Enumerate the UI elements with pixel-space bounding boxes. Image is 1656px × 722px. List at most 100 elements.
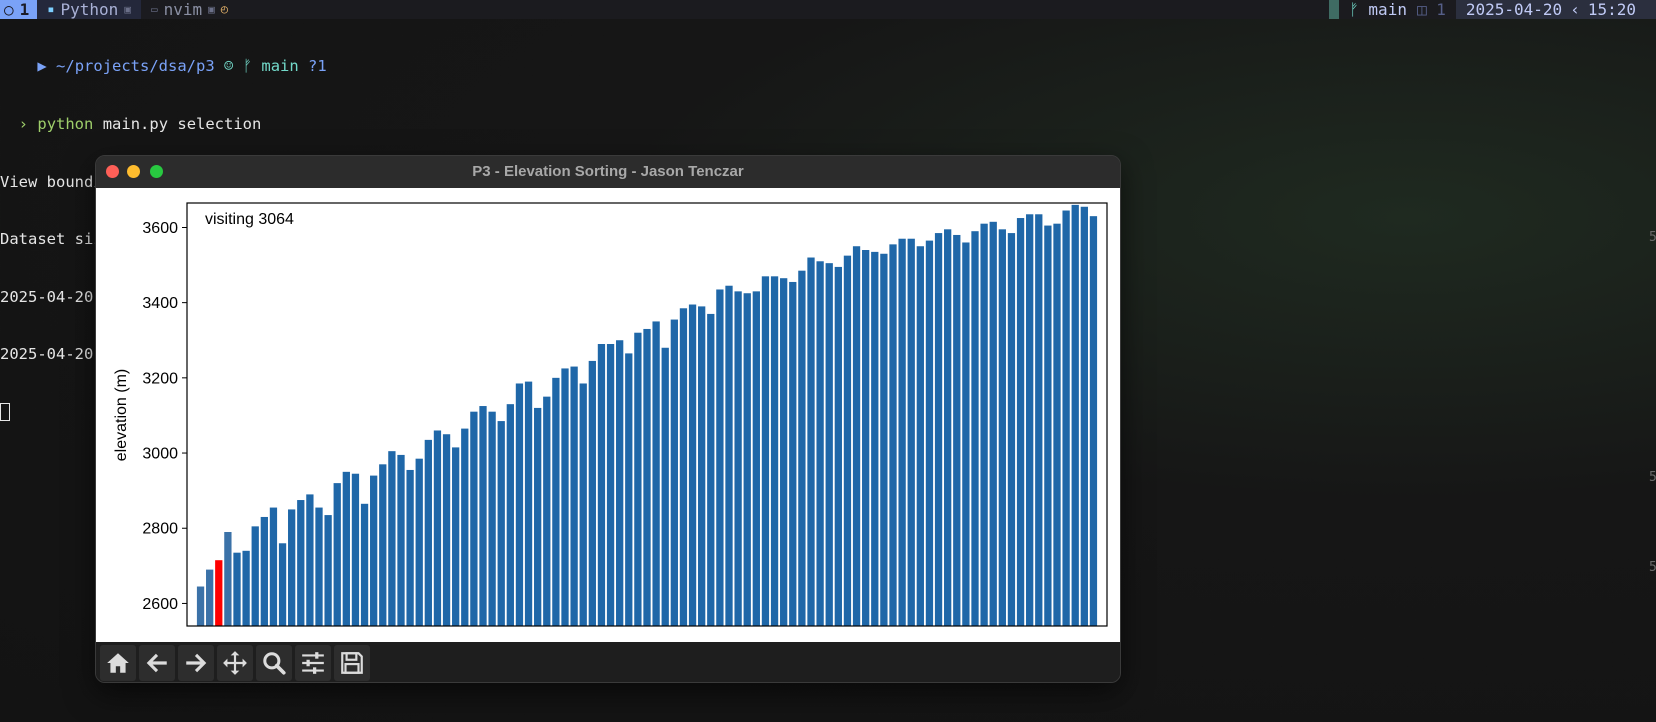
- bar: [825, 263, 833, 626]
- prompt-line: ▶ ~/projects/dsa/p3 ☺ ᚠ main ?1: [0, 57, 1656, 76]
- prompt-status: ?1: [308, 57, 327, 76]
- bar: [224, 532, 232, 626]
- pane-count: ◫ 1: [1417, 0, 1446, 19]
- bar: [315, 507, 323, 626]
- bar: [415, 458, 423, 626]
- bar: [360, 503, 369, 626]
- bar: [242, 550, 250, 626]
- tab-python[interactable]: ▪ Python ▣: [37, 0, 141, 19]
- forward-arrow-icon: [186, 653, 207, 673]
- command-args: main.py selection: [102, 115, 262, 133]
- bar: [479, 406, 487, 626]
- bar: [379, 464, 387, 626]
- bar: [1035, 214, 1043, 626]
- bar: [196, 586, 205, 626]
- save-icon: [341, 652, 363, 674]
- git-branch: ᚠ main: [1349, 0, 1407, 19]
- bar: [497, 421, 505, 626]
- configure-subplots-icon: [302, 652, 324, 674]
- plot-canvas[interactable]: 2600 2800 3000 3200 3400 3600 elevation (m) v…: [96, 188, 1120, 642]
- bar: [442, 434, 451, 626]
- tmux-status-bar: ○ 1 ▪ Python ▣ ▭ nvim ▣ ◴ ᚠ main ◫ 1 202…: [0, 0, 1656, 19]
- bar: [1080, 206, 1088, 626]
- bar: [761, 276, 770, 626]
- bar: [898, 238, 906, 626]
- back-arrow-icon: [146, 653, 167, 673]
- pane-icon: ◫: [1416, 0, 1437, 19]
- forward-button[interactable]: [178, 645, 214, 681]
- bar: [606, 344, 615, 626]
- prompt-path: ~/projects/dsa/p3: [56, 57, 215, 76]
- plot-window[interactable]: P3 - Elevation Sorting - Jason Tenczar 2…: [95, 155, 1121, 683]
- separator-icon: ‹: [1570, 0, 1580, 19]
- bar: [843, 255, 852, 626]
- window-title: P3 - Elevation Sorting - Jason Tenczar: [472, 163, 744, 180]
- bar: [543, 396, 551, 626]
- zoom-icon: [263, 652, 286, 675]
- offscreen-text-fragment: 5: [1649, 470, 1656, 485]
- bar: [716, 289, 724, 626]
- bar: [862, 250, 870, 626]
- editor-icon: ▭: [150, 3, 158, 16]
- bar: [852, 246, 861, 627]
- y-tick-label: 3200: [142, 370, 178, 387]
- bar: [953, 234, 961, 626]
- github-icon: ☺: [224, 57, 234, 76]
- zoom-button[interactable]: [256, 645, 292, 681]
- git-branch-icon: ᚠ: [1349, 0, 1369, 19]
- status-annotation: visiting 3064: [205, 211, 294, 228]
- zoom-window-button[interactable]: [150, 165, 163, 178]
- y-tick-label: 3600: [142, 220, 178, 237]
- bar: [488, 411, 496, 626]
- bar: [251, 526, 259, 626]
- time: 15:20: [1587, 0, 1636, 19]
- bar: [807, 257, 815, 626]
- configure-subplots-button[interactable]: [295, 645, 331, 681]
- bar: [743, 293, 751, 626]
- activity-icon: ◴: [220, 2, 228, 16]
- bar: [288, 509, 296, 626]
- pan-button[interactable]: [217, 645, 253, 681]
- bar: [889, 244, 897, 627]
- bar: [1016, 218, 1025, 626]
- bar: [470, 411, 478, 626]
- close-button[interactable]: [106, 165, 119, 178]
- bar: [1089, 216, 1098, 626]
- tab-nvim[interactable]: ▭ nvim ▣ ◴: [141, 0, 238, 19]
- window-titlebar[interactable]: P3 - Elevation Sorting - Jason Tenczar: [96, 156, 1120, 188]
- minimize-button[interactable]: [127, 165, 140, 178]
- home-button[interactable]: [100, 645, 136, 681]
- y-tick-label: 2600: [142, 596, 178, 613]
- bar: [907, 238, 915, 626]
- bar: [934, 233, 943, 626]
- bar: [770, 276, 779, 626]
- back-button[interactable]: [139, 645, 175, 681]
- git-branch-icon: ᚠ: [242, 57, 253, 76]
- terminal-cursor: [0, 403, 10, 422]
- bar: [424, 439, 432, 626]
- bar: [971, 231, 979, 626]
- bar: [980, 223, 988, 626]
- bar: [725, 285, 733, 626]
- datetime: 2025-04-20 ‹ 15:20: [1455, 0, 1656, 19]
- offscreen-text-fragment: 5: [1649, 560, 1656, 575]
- bar: [561, 368, 569, 626]
- bar: [324, 515, 332, 626]
- session-circle-icon: ○: [4, 0, 14, 19]
- offscreen-text-fragment: 5: [1649, 230, 1656, 245]
- bar: [643, 328, 651, 626]
- bar: [989, 221, 997, 627]
- bar: [506, 404, 514, 626]
- cursor-line: [0, 403, 1656, 422]
- bar: [342, 471, 350, 626]
- bar: [1044, 225, 1052, 626]
- command-line: › python main.py selection: [0, 115, 1656, 134]
- session-indicator[interactable]: ○ 1: [0, 0, 38, 19]
- bar-chart: 2600 2800 3000 3200 3400 3600 elevation (m) v…: [113, 202, 1108, 627]
- save-button[interactable]: [334, 645, 370, 681]
- bar: [297, 500, 305, 626]
- tab-label: nvim: [163, 0, 203, 19]
- bar: [524, 381, 533, 626]
- bar: [652, 321, 660, 626]
- bar: [634, 332, 642, 626]
